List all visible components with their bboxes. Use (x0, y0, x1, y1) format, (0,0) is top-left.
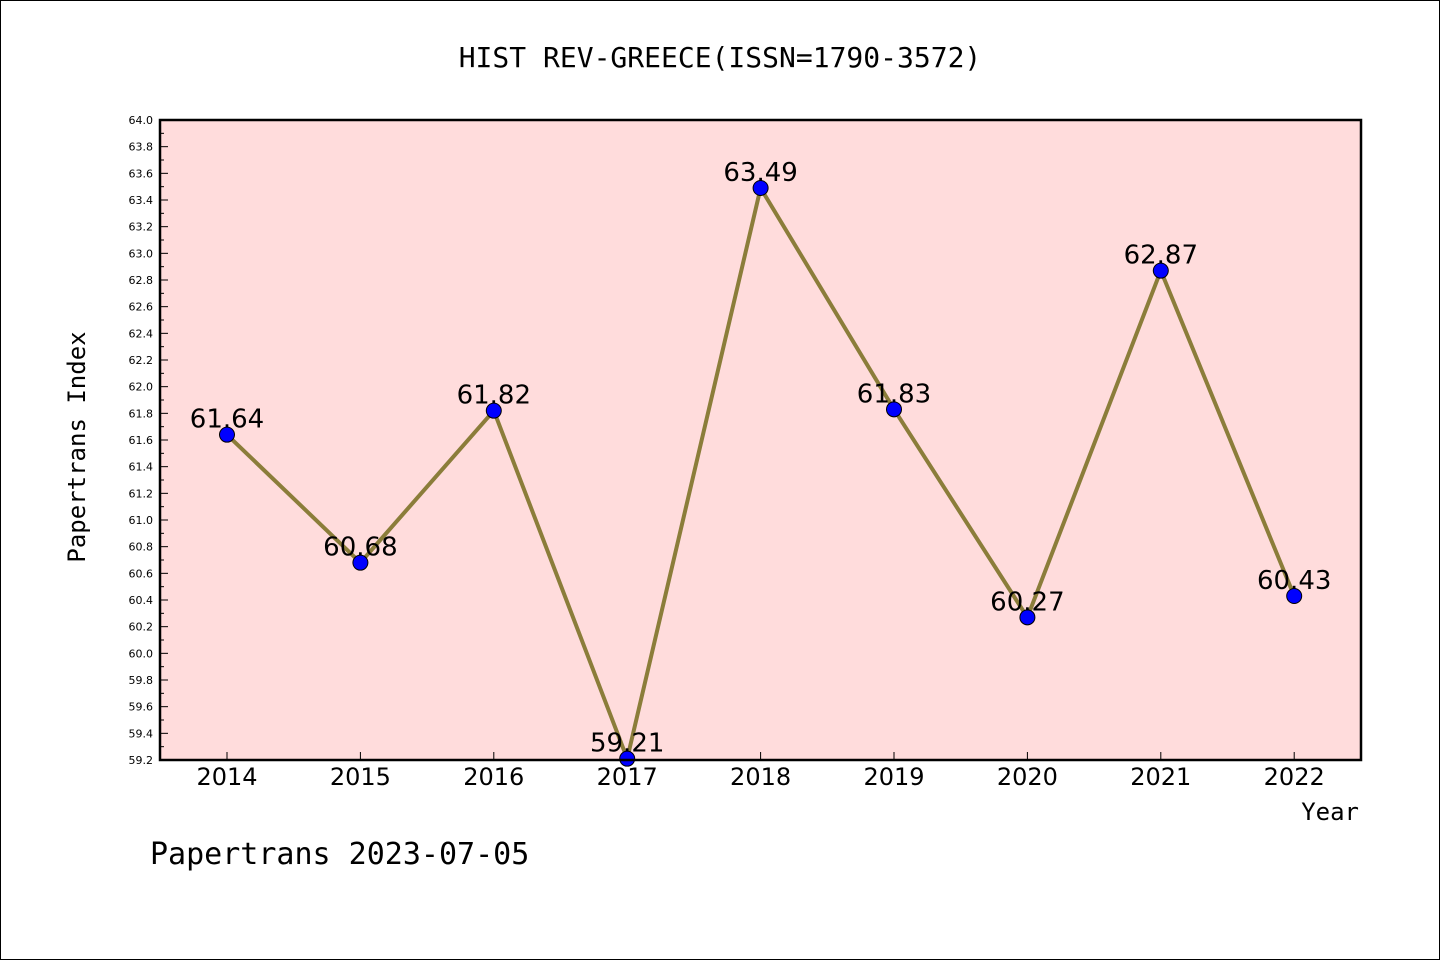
x-axis-label: Year (1301, 798, 1359, 826)
data-point (485, 402, 502, 419)
data-label: 59.21 (590, 729, 664, 759)
footer-text: Papertrans 2023-07-05 (150, 837, 529, 872)
data-label: 62.87 (1124, 241, 1198, 271)
y-tick-label: 61.0 (129, 514, 154, 527)
x-tick-label: 2020 (997, 763, 1058, 791)
y-tick-label: 61.2 (129, 487, 154, 500)
y-tick-label: 64.0 (129, 114, 154, 127)
plot-border (158, 118, 1363, 762)
y-tick-label: 59.8 (129, 674, 154, 687)
data-point (752, 180, 769, 196)
y-tick-label: 60.2 (129, 621, 154, 634)
data-point (219, 426, 235, 443)
data-label: 60.68 (323, 533, 397, 563)
y-tick-label: 61.4 (129, 461, 154, 474)
y-tick-label: 61.8 (129, 407, 154, 420)
y-tick-label: 63.0 (129, 247, 154, 260)
data-label: 61.64 (190, 405, 264, 435)
data-label: 60.43 (1257, 566, 1331, 596)
y-tick-label: 60.0 (129, 647, 154, 660)
data-label: 63.49 (723, 158, 797, 188)
x-tick-label: 2016 (463, 763, 524, 791)
x-tick-label: 2022 (1264, 763, 1325, 791)
data-label: 60.27 (990, 587, 1064, 617)
y-tick-label: 63.4 (129, 194, 154, 207)
series-layer: 61.64 60.68 61.82 59.21 63.49 61.83 60.27 62.87… (190, 158, 1331, 767)
y-tick-label: 63.8 (129, 141, 154, 154)
y-tick-label: 59.6 (129, 701, 154, 714)
y-tick-label: 62.4 (129, 327, 154, 340)
y-tick-label: 60.6 (129, 567, 154, 580)
data-point (619, 750, 636, 767)
y-tick-label: 63.2 (129, 221, 154, 234)
x-tick-label: 2015 (330, 763, 391, 791)
x-tick-label: 2021 (1130, 763, 1191, 791)
x-tick-label: 2014 (196, 763, 257, 791)
data-point (886, 401, 902, 418)
y-tick-label: 63.6 (129, 167, 154, 180)
data-point (352, 554, 369, 571)
y-tick-label: 62.6 (129, 301, 154, 314)
data-label: 61.83 (857, 379, 931, 409)
data-point (1152, 262, 1169, 279)
data-label: 61.82 (457, 381, 531, 411)
plot-area (160, 120, 1361, 760)
y-tick-label: 60.8 (129, 541, 154, 554)
x-tick-label: 2017 (597, 763, 658, 791)
y-tick-label: 62.2 (129, 354, 154, 367)
y-tick-label: 59.2 (129, 754, 154, 767)
y-tick-label: 59.4 (129, 727, 154, 740)
data-point (1286, 588, 1303, 604)
x-tick-label: 2019 (863, 763, 924, 791)
x-axis: 2014 2015 2016 2017 2018 2019 2020 2021 2022 (196, 752, 1325, 791)
y-axis-label: Papertrans Index (63, 331, 91, 562)
y-tick-label: 62.8 (129, 274, 154, 287)
y-tick-label: 60.4 (129, 594, 154, 607)
y-axis: 59.2 59.4 59.6 59.8 60.0 60.2 60.4 60.6 60.8 61.0… (129, 114, 168, 767)
data-point (1019, 609, 1036, 626)
y-tick-label: 61.6 (129, 434, 154, 447)
chart-title: HIST REV-GREECE(ISSN=1790-3572) (459, 41, 982, 74)
y-tick-label: 62.0 (129, 381, 154, 394)
x-tick-label: 2018 (730, 763, 791, 791)
